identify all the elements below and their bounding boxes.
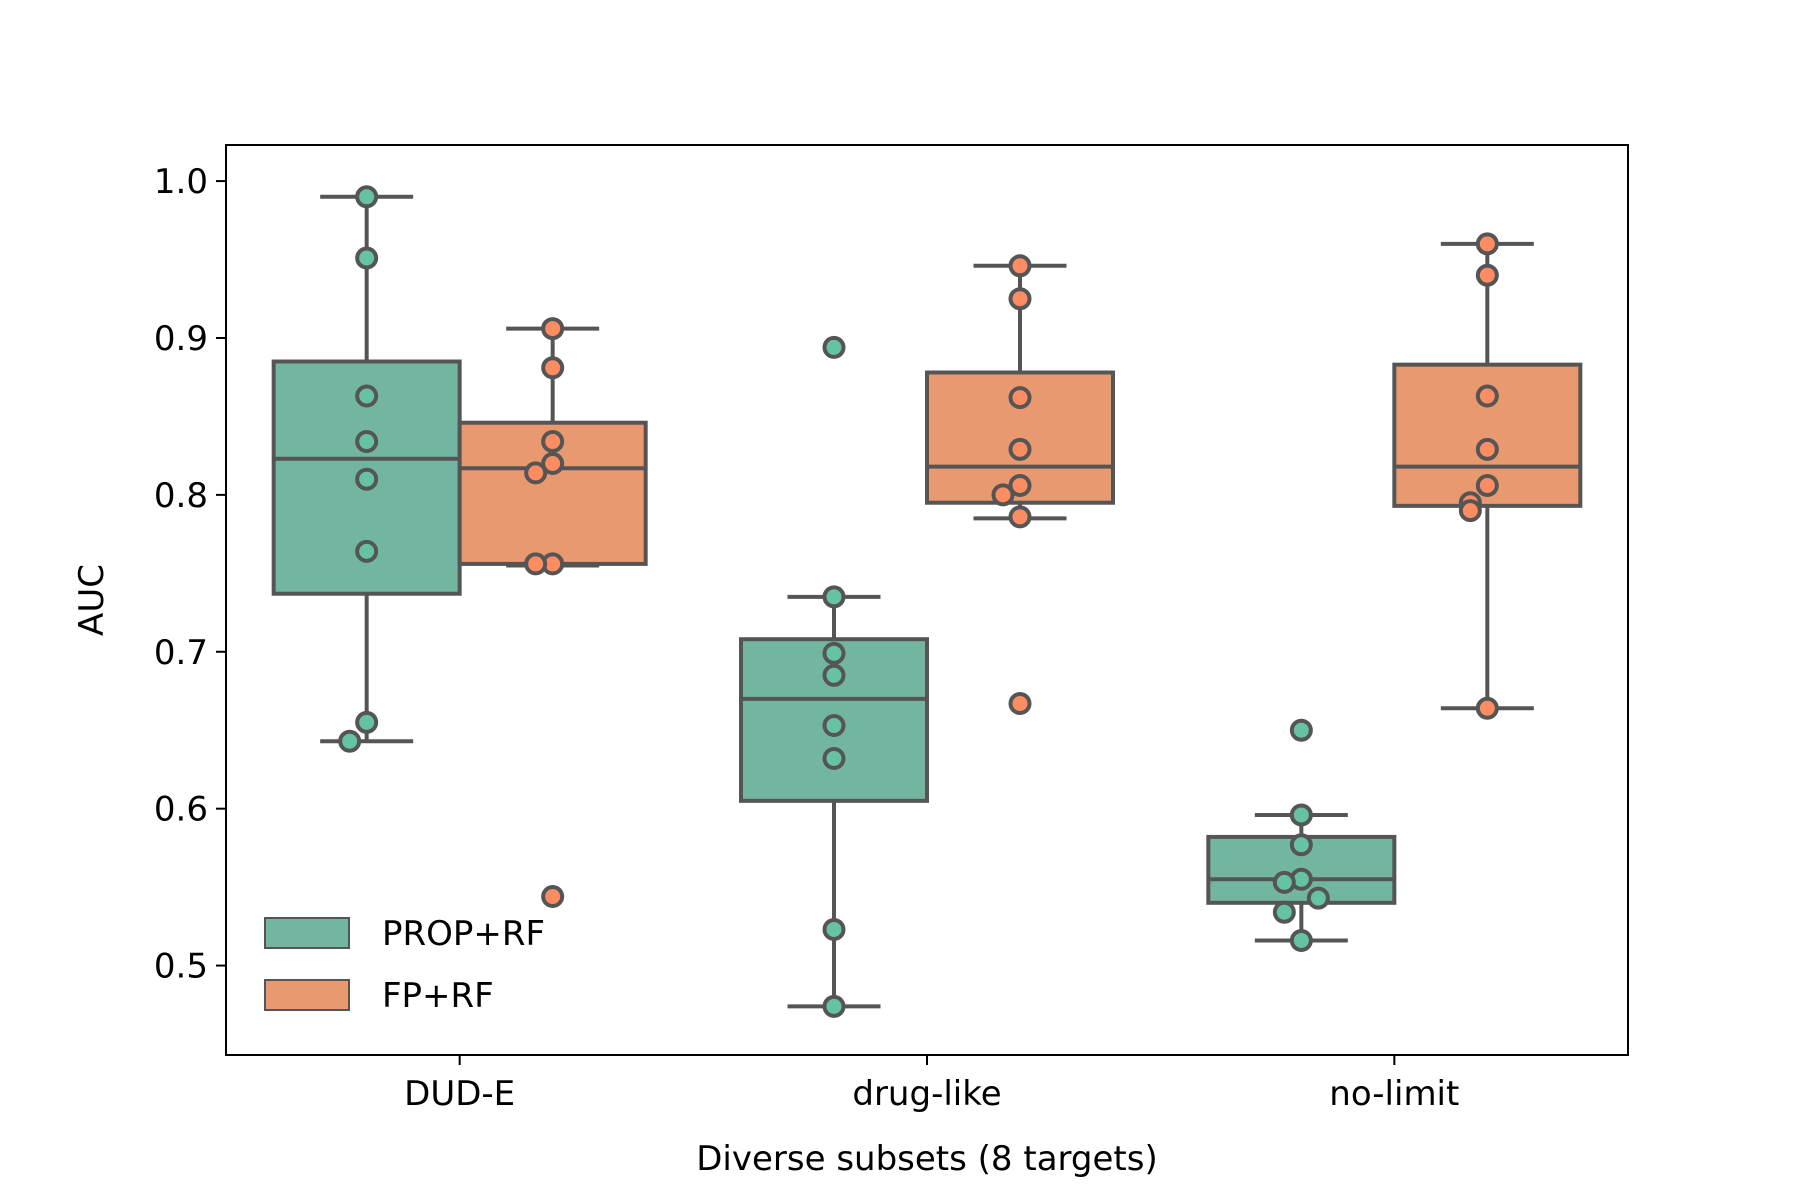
data-point-PROP+RF [355, 246, 379, 270]
data-point-PROP+RF [822, 641, 846, 665]
data-point-PROP+RF [822, 994, 846, 1018]
plot-area [271, 185, 1583, 1018]
data-point-PROP+RF [355, 384, 379, 408]
y-tick-label: 1.0 [154, 162, 208, 202]
data-point-FP+RF [541, 356, 565, 380]
data-point-PROP+RF [822, 917, 846, 941]
legend: PROP+RF FP+RF [264, 914, 545, 1016]
data-point-PROP+RF [1289, 803, 1313, 827]
data-point-FP+RF [1458, 499, 1482, 523]
y-tick-label: 0.6 [154, 790, 208, 830]
y-tick-label: 0.8 [154, 476, 208, 516]
data-point-FP+RF [1008, 692, 1032, 716]
data-point-PROP+RF [1306, 886, 1330, 910]
data-point-FP+RF [1008, 473, 1032, 497]
x-axis-title: Diverse subsets (8 targets) [696, 1139, 1157, 1179]
data-point-FP+RF [541, 317, 565, 341]
data-point-FP+RF [1475, 384, 1499, 408]
y-axis-title: AUC [72, 564, 112, 636]
data-point-PROP+RF [355, 185, 379, 209]
data-point-FP+RF [1475, 473, 1499, 497]
x-tick-label: DUD-E [404, 1074, 515, 1114]
data-point-FP+RF [1475, 696, 1499, 720]
data-point-PROP+RF [822, 746, 846, 770]
data-point-FP+RF [1475, 263, 1499, 287]
data-point-PROP+RF [355, 710, 379, 734]
data-point-FP+RF [1475, 232, 1499, 256]
data-point-FP+RF [541, 430, 565, 454]
axes: 0.5 0.6 0.7 0.8 0.9 1.0 DUD-E drug-like no-limit [154, 162, 1459, 1114]
data-point-FP+RF [1008, 287, 1032, 311]
x-tick-label: drug-like [852, 1074, 1001, 1114]
y-tick-label: 0.5 [154, 947, 208, 987]
data-point-PROP+RF [822, 714, 846, 738]
legend-label: PROP+RF [382, 914, 545, 954]
data-point-FP+RF [541, 885, 565, 909]
data-point-PROP+RF [355, 539, 379, 563]
data-point-PROP+RF [355, 430, 379, 454]
data-point-FP+RF [1008, 505, 1032, 529]
data-point-PROP+RF [1272, 900, 1296, 924]
data-point-PROP+RF [822, 585, 846, 609]
y-tick-label: 0.9 [154, 319, 208, 359]
data-point-FP+RF [1008, 437, 1032, 461]
data-point-PROP+RF [1272, 870, 1296, 894]
data-point-FP+RF [524, 552, 548, 576]
data-point-PROP+RF [822, 335, 846, 359]
y-tick-label: 0.7 [154, 633, 208, 673]
legend-swatch-FP+RF [264, 979, 350, 1011]
data-point-FP+RF [1475, 437, 1499, 461]
data-point-PROP+RF [822, 663, 846, 687]
data-point-FP+RF [1008, 254, 1032, 278]
data-point-FP+RF [524, 461, 548, 485]
legend-label: FP+RF [382, 976, 494, 1016]
data-point-PROP+RF [355, 467, 379, 491]
legend-swatch-PROP+RF [264, 917, 350, 949]
data-point-PROP+RF [338, 729, 362, 753]
data-point-FP+RF [1008, 386, 1032, 410]
data-point-PROP+RF [1289, 718, 1313, 742]
data-point-FP+RF [541, 452, 565, 475]
data-point-FP+RF [991, 483, 1015, 507]
data-point-PROP+RF [1289, 928, 1313, 952]
x-tick-label: no-limit [1329, 1074, 1459, 1114]
data-point-PROP+RF [1289, 833, 1313, 857]
